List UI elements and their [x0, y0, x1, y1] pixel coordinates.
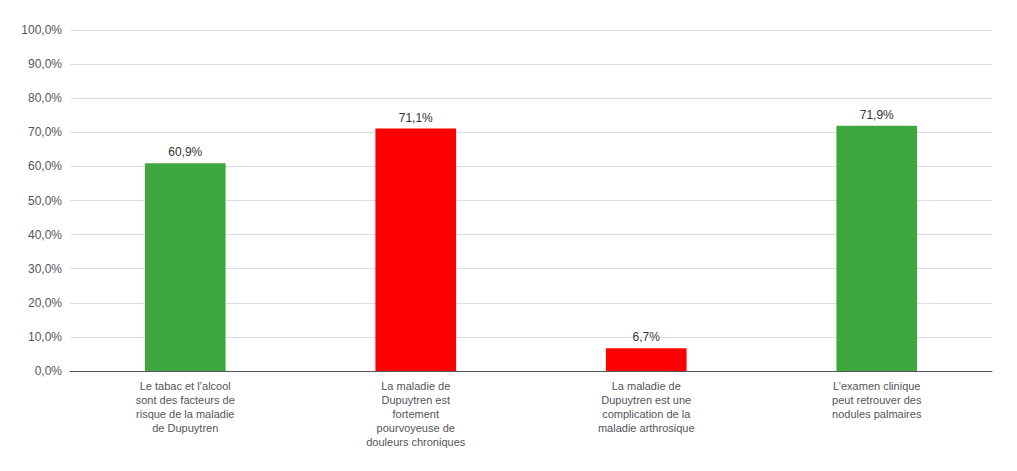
- svg-text:peut retrouver des: peut retrouver des: [832, 394, 922, 406]
- svg-text:Dupuytren est une: Dupuytren est une: [601, 394, 691, 406]
- svg-text:risque de la maladie: risque de la maladie: [136, 408, 234, 420]
- svg-text:nodules palmaires: nodules palmaires: [832, 408, 922, 420]
- svg-text:Dupuytren est: Dupuytren est: [382, 394, 450, 406]
- svg-text:La maladie de: La maladie de: [381, 380, 450, 392]
- svg-text:20,0%: 20,0%: [28, 296, 62, 310]
- svg-text:maladie arthrosique: maladie arthrosique: [598, 422, 695, 434]
- svg-text:fortement: fortement: [393, 408, 439, 420]
- svg-text:70,0%: 70,0%: [28, 125, 62, 139]
- svg-text:douleurs chroniques: douleurs chroniques: [366, 436, 466, 448]
- svg-text:90,0%: 90,0%: [28, 57, 62, 71]
- svg-text:60,0%: 60,0%: [28, 159, 62, 173]
- svg-text:pourvoyeuse de: pourvoyeuse de: [377, 422, 455, 434]
- svg-text:40,0%: 40,0%: [28, 228, 62, 242]
- svg-text:de Dupuytren: de Dupuytren: [152, 422, 218, 434]
- svg-text:80,0%: 80,0%: [28, 91, 62, 105]
- svg-text:71,9%: 71,9%: [860, 108, 894, 122]
- svg-text:10,0%: 10,0%: [28, 330, 62, 344]
- svg-text:complication de la: complication de la: [602, 408, 691, 420]
- svg-text:6,7%: 6,7%: [633, 330, 661, 344]
- svg-text:100,0%: 100,0%: [21, 23, 62, 37]
- svg-text:L’examen clinique: L’examen clinique: [833, 380, 920, 392]
- svg-text:71,1%: 71,1%: [399, 111, 433, 125]
- svg-text:La maladie de: La maladie de: [612, 380, 681, 392]
- svg-text:0,0%: 0,0%: [35, 364, 63, 378]
- svg-text:Le tabac et l’alcool: Le tabac et l’alcool: [140, 380, 231, 392]
- svg-text:sont des facteurs de: sont des facteurs de: [136, 394, 235, 406]
- svg-text:30,0%: 30,0%: [28, 262, 62, 276]
- svg-text:50,0%: 50,0%: [28, 194, 62, 208]
- svg-text:60,9%: 60,9%: [168, 145, 202, 159]
